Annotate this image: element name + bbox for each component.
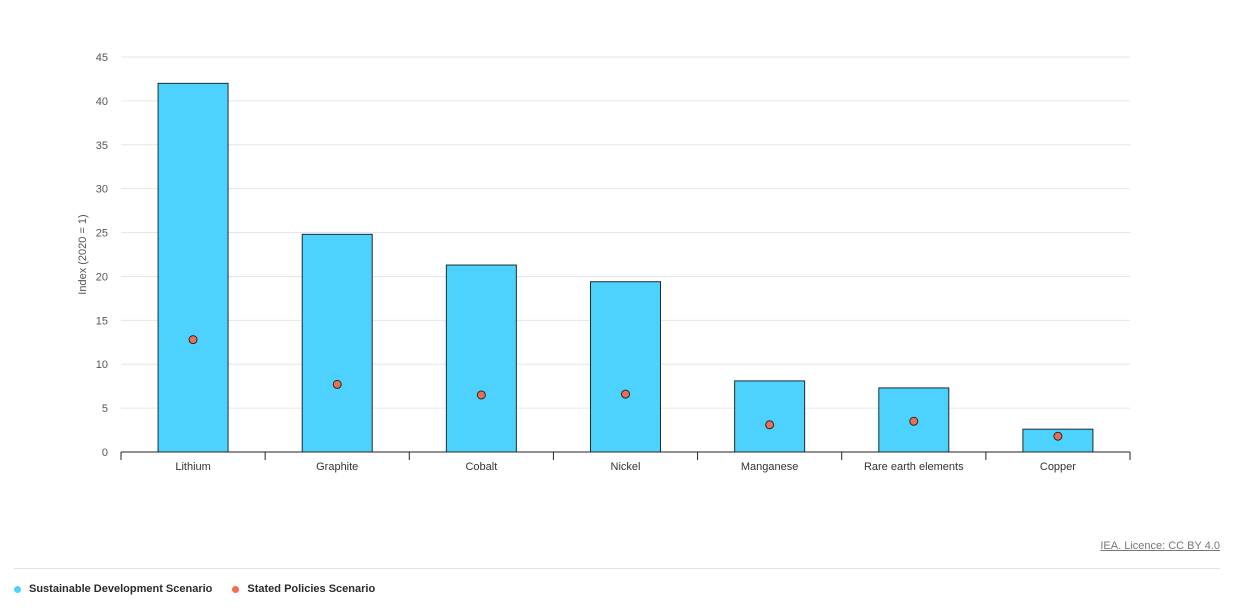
y-axis-ticks: 0 5 10 15 20 25 30 35 40 45 (96, 52, 108, 459)
bar-lithium[interactable] (157, 82, 229, 453)
point-copper[interactable] (1053, 431, 1063, 441)
y-tick-label: 20 (96, 271, 108, 283)
x-axis: Lithium Graphite Cobalt Nickel Manganese Rare… (120, 451, 1131, 473)
x-tick-label: Nickel (611, 461, 641, 473)
y-axis-label: Index (2020 = 1) (77, 214, 89, 294)
legend-label-steps: Stated Policies Scenario (247, 583, 376, 595)
bar-nickel[interactable] (590, 281, 661, 453)
y-tick-label: 25 (96, 228, 108, 240)
y-tick-label: 10 (96, 359, 108, 371)
point-nickel[interactable] (621, 389, 630, 399)
bar-manganese[interactable] (734, 380, 806, 453)
bar-cobalt[interactable] (445, 264, 517, 453)
y-tick-label: 0 (102, 447, 108, 459)
x-tick-label: Manganese (741, 461, 799, 473)
bars (157, 82, 1094, 453)
x-tick-label: Copper (1040, 461, 1076, 473)
gridlines (121, 56, 1130, 409)
chart: 0 5 10 15 20 25 30 35 40 45 Index (2020 = 1) Lith… (77, 52, 1131, 473)
bar-graphite[interactable] (301, 233, 373, 453)
point-manganese[interactable] (765, 420, 775, 430)
point-graphite[interactable] (332, 379, 342, 389)
y-tick-label: 45 (96, 52, 108, 64)
legend-item-steps[interactable]: Stated Policies Scenario (232, 583, 375, 595)
x-tick-label: Graphite (316, 461, 358, 473)
legend-divider (14, 568, 1220, 569)
x-tick-label: Rare earth elements (864, 461, 964, 473)
licence-link[interactable]: IEA. Licence: CC BY 4.0 (1100, 540, 1220, 552)
legend-label-sds: Sustainable Development Scenario (29, 583, 213, 595)
y-tick-label: 30 (96, 184, 108, 196)
y-tick-label: 40 (96, 96, 108, 108)
y-tick-label: 35 (96, 140, 108, 152)
legend: Sustainable Development Scenario Stated … (14, 583, 375, 595)
point-lithium[interactable] (188, 335, 198, 345)
point-rare-earth-elements[interactable] (909, 416, 919, 426)
legend-dot-sds (14, 585, 21, 593)
point-cobalt[interactable] (476, 390, 486, 400)
x-tick-label: Cobalt (465, 461, 497, 473)
y-tick-label: 5 (102, 403, 108, 415)
x-tick-label: Lithium (175, 461, 210, 473)
y-tick-label: 15 (96, 315, 108, 327)
points (188, 335, 1063, 441)
legend-dot-steps (232, 585, 240, 593)
legend-item-sds[interactable]: Sustainable Development Scenario (14, 583, 212, 595)
